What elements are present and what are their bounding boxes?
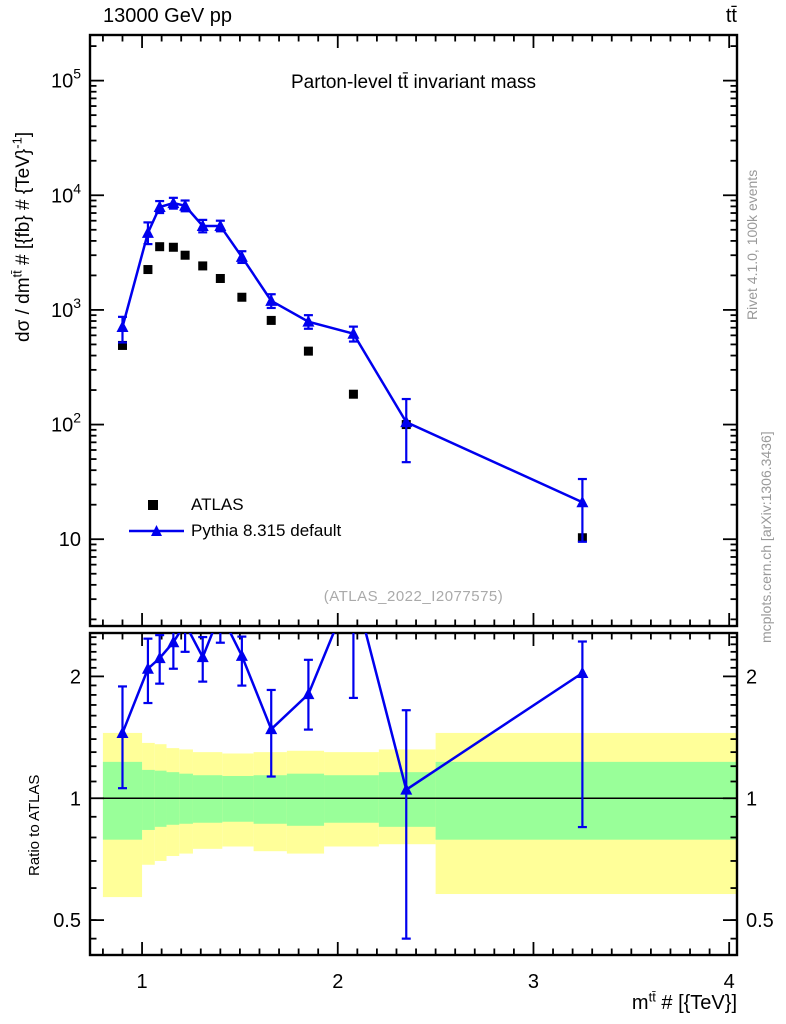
pythia-data-point — [235, 250, 248, 262]
ratio-y-tick-label: 1 — [70, 788, 81, 810]
y-label-part: ] — [13, 131, 34, 138]
ratio-y-tick-label: 0.5 — [746, 910, 774, 932]
atlas-data-marker-icon — [148, 500, 158, 510]
x-label-part: m — [631, 992, 649, 1014]
pythia-data-point — [196, 219, 209, 231]
pythia-data-point — [214, 219, 227, 231]
ratio-panel-frame — [88, 631, 739, 957]
band-inner — [324, 775, 379, 823]
x-tick-labels: 1 2 3 4 — [136, 971, 734, 993]
pythia-data-point — [153, 200, 166, 213]
pythia-line-marker-icon — [129, 525, 184, 536]
atlas-data-point — [198, 261, 208, 271]
pythia-data-point — [576, 495, 589, 508]
band-inner — [253, 775, 287, 824]
pythia-line — [121, 201, 583, 504]
pythia-data-point — [265, 294, 278, 306]
ratio-y-tick-labels: 2 2 1 1 0.5 0.5 — [53, 666, 774, 932]
y-label-part: dσ / dm — [13, 277, 34, 342]
x-label-superscript: tt̄ — [648, 989, 656, 1005]
ratio-y-tick-label: 2 — [70, 666, 81, 688]
atlas-data-point — [266, 315, 276, 325]
pythia-data-point — [235, 649, 248, 661]
pythia-data-point — [400, 415, 413, 428]
pythia-data-point — [141, 662, 154, 674]
atlas-data-point — [117, 340, 127, 350]
pythia-data-point — [167, 196, 180, 209]
main-y-tick-label: 102 — [51, 410, 81, 437]
pythia-data-point — [576, 666, 589, 679]
analysis-id-watermark: (ATLAS_2022_I2077575) — [323, 588, 504, 605]
main-y-tick-label: 105 — [51, 66, 81, 93]
beam-energy-label: 13000 GeV pp — [103, 5, 232, 27]
atlas-data-point — [168, 242, 178, 252]
atlas-data-point — [303, 346, 313, 356]
main-y-tick-label: 10 — [59, 529, 81, 551]
band-inner — [192, 775, 223, 823]
y-label-part: # [{fb} # {TeV} — [13, 148, 34, 271]
main-panel-data — [116, 196, 589, 543]
ratio-panel-data — [116, 606, 589, 940]
x-axis-label: mtt̄ # [{TeV}] — [90, 989, 737, 1015]
pythia-data-point — [116, 320, 129, 332]
ratio-y-tick-label: 2 — [746, 666, 757, 688]
x-tick-label: 1 — [136, 971, 147, 993]
ratio-y-tick-label: 0.5 — [53, 910, 81, 932]
main-panel-frame — [88, 33, 739, 628]
main-y-axis-label: dσ / dmtt̄ # [{fb} # {TeV}-1] — [9, 27, 35, 342]
pythia-data-point — [179, 199, 192, 211]
mcplots-credit-label: mcplots.cern.ch [arXiv:1306.3436] — [758, 431, 774, 643]
legend-item-atlas: ATLAS — [128, 492, 341, 518]
pythia-data-point — [347, 327, 360, 339]
y-label-superscript: -1 — [9, 137, 25, 149]
main-y-tick-label: 104 — [51, 180, 81, 207]
atlas-data-point — [143, 265, 153, 275]
legend-label: Pythia 8.315 default — [191, 521, 342, 540]
band-inner — [286, 773, 325, 826]
rivet-version-label: Rivet 4.1.0, 100k events — [744, 169, 760, 320]
pythia-data-point — [214, 606, 226, 618]
x-label-part: # [{TeV}] — [655, 992, 737, 1014]
band-inner — [142, 769, 155, 830]
pythia-data-point — [196, 650, 209, 663]
process-label: tt̄ — [725, 5, 737, 27]
ratio-y-axis-label: Ratio to ATLAS — [26, 774, 43, 876]
pythia-data-point — [265, 722, 278, 735]
ratio-uncertainty-bands — [102, 732, 737, 898]
atlas-data-point — [215, 273, 225, 283]
pythia-data-point — [141, 226, 154, 238]
x-tick-label: 2 — [332, 971, 343, 993]
ratio-y-tick-label: 1 — [746, 788, 757, 810]
x-tick-label: 3 — [528, 971, 539, 993]
main-y-tick-labels: 105 104 103 102 10 — [51, 66, 81, 552]
atlas-data-point — [237, 292, 247, 302]
x-tick-label: 4 — [724, 971, 735, 993]
y-label-superscript: tt̄ — [9, 270, 25, 278]
pythia-data-point — [153, 651, 166, 664]
pythia-data-point — [302, 687, 315, 700]
pythia-data-point — [302, 315, 315, 327]
legend-item-pythia: Pythia 8.315 default — [128, 518, 341, 544]
legend-label: ATLAS — [191, 495, 244, 514]
atlas-data-point — [348, 389, 358, 399]
pythia-data-point — [167, 635, 180, 648]
atlas-data-point — [155, 242, 165, 252]
atlas-data-point — [180, 250, 190, 260]
pythia-data-point — [400, 783, 413, 795]
pythia-data-point — [116, 726, 129, 739]
plot-title: Parton-level tt̄ invariant mass — [291, 72, 536, 93]
legend: ATLAS Pythia 8.315 default — [128, 492, 341, 544]
main-y-tick-label: 103 — [51, 295, 81, 322]
